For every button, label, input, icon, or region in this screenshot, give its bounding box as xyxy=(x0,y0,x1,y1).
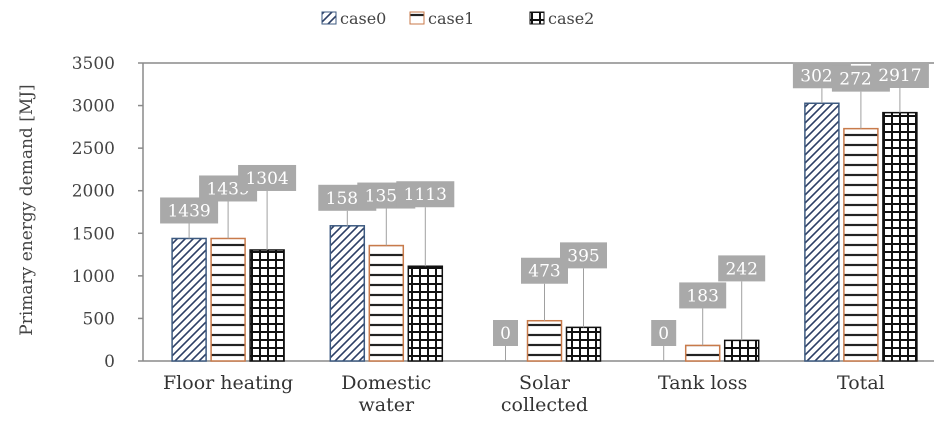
y-axis-title: Primary energy demand [MJ] xyxy=(17,84,37,335)
data-label-case2-4: 2917 xyxy=(878,66,921,86)
legend-label-case1: case1 xyxy=(428,9,474,28)
y-tick-label: 3000 xyxy=(72,97,115,117)
bar-case0-4 xyxy=(804,102,840,362)
bar-case2-3 xyxy=(723,339,760,362)
x-tick-label: Tank loss xyxy=(658,372,747,394)
x-ticks: Floor heating Domestic water Solar collected… xyxy=(163,372,885,416)
data-label-case1-3: 183 xyxy=(686,286,718,306)
y-tick-label: 0 xyxy=(104,352,115,372)
data-label-case0-3: 0 xyxy=(658,324,669,344)
bar-case1-2 xyxy=(526,319,563,362)
bar-case0-1 xyxy=(329,225,366,362)
bar-case1-1 xyxy=(368,244,405,362)
x-tick-label: Total xyxy=(837,372,885,394)
data-label-case2-3: 242 xyxy=(725,259,757,279)
data-label-case1-2: 473 xyxy=(528,262,560,282)
data-label-box xyxy=(718,255,766,282)
data-label-box xyxy=(238,164,297,191)
data-label-box xyxy=(560,242,607,269)
data-label-box xyxy=(679,282,727,309)
legend-label-case2: case2 xyxy=(548,9,594,28)
data-labels: 1439143913041588135611130473395018324230… xyxy=(160,62,929,361)
bar-case2-4 xyxy=(882,111,918,362)
y-tick-label: 2500 xyxy=(72,139,115,159)
data-label-case2-0: 1304 xyxy=(245,169,288,189)
y-tick-label: 1000 xyxy=(72,267,115,287)
data-label-box xyxy=(870,62,929,88)
bar-case1-3 xyxy=(684,344,721,362)
y-tick-label: 3500 xyxy=(72,54,115,74)
data-label-case0-0: 1439 xyxy=(167,201,210,221)
y-ticks: 0 500 1000 1500 2000 2500 3000 3500 xyxy=(72,54,143,372)
data-label-case0-2: 0 xyxy=(500,324,511,344)
x-tick-label: Solar collected xyxy=(501,372,588,416)
legend-swatch-case1 xyxy=(409,11,425,25)
data-label-box xyxy=(651,320,677,346)
data-label-case2-2: 395 xyxy=(567,246,599,266)
data-label-case2-1: 1113 xyxy=(404,185,447,205)
y-tick-label: 500 xyxy=(83,309,115,329)
bars xyxy=(171,102,918,362)
bar-case2-2 xyxy=(565,326,602,362)
x-tick-label: Floor heating xyxy=(163,372,293,394)
bar-case2-1 xyxy=(407,265,444,362)
data-label-box xyxy=(160,197,219,224)
bar-case0-0 xyxy=(171,237,207,362)
y-tick-label: 2000 xyxy=(72,182,115,202)
data-label-box xyxy=(493,320,518,346)
data-label-box xyxy=(396,181,455,208)
legend: case0 case1 case2 xyxy=(321,9,594,28)
bar-case1-4 xyxy=(843,127,879,362)
legend-swatch-case0 xyxy=(321,11,337,25)
bar-case1-0 xyxy=(210,237,246,362)
bar-case2-0 xyxy=(249,249,285,362)
x-tick-label: Domestic water xyxy=(341,372,431,416)
legend-label-case0: case0 xyxy=(340,9,386,28)
legend-swatch-case2 xyxy=(529,11,545,25)
y-tick-label: 1500 xyxy=(72,224,115,244)
